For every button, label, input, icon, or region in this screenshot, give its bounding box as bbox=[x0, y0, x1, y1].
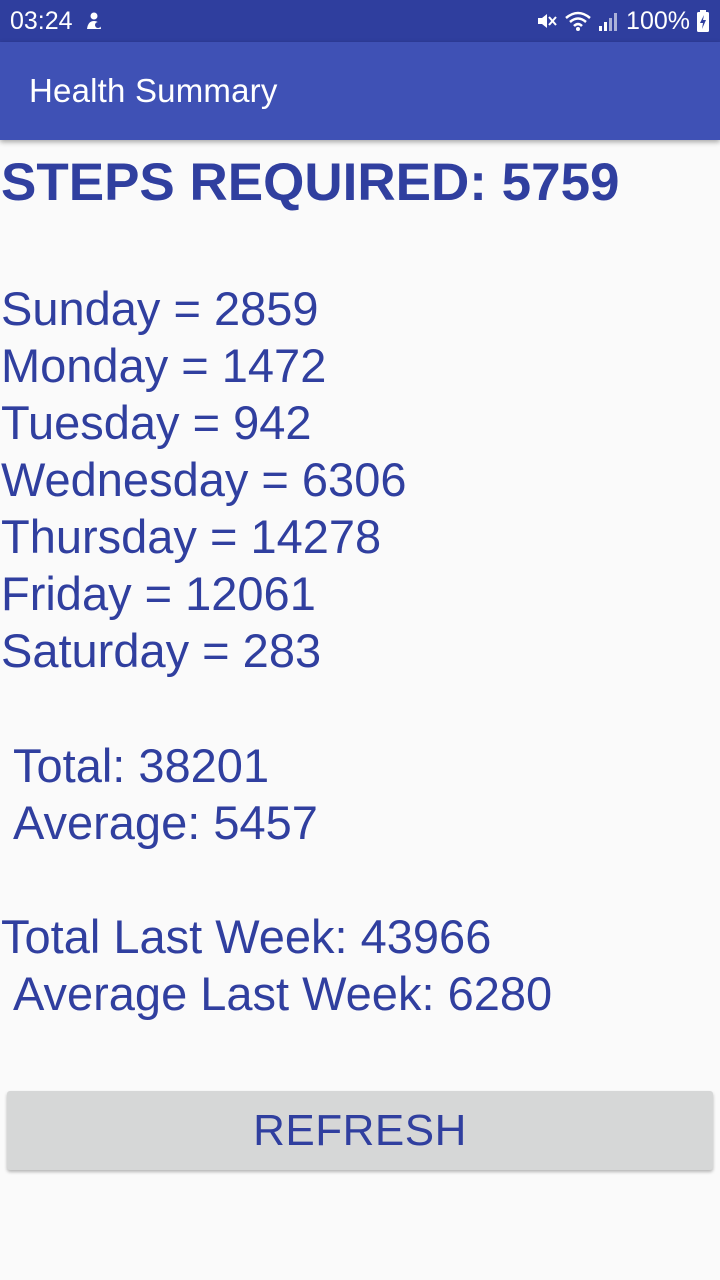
week-summary: Total: 38201 Average: 5457 bbox=[13, 737, 318, 851]
mute-icon bbox=[534, 9, 558, 33]
wifi-icon bbox=[564, 9, 592, 33]
day-steps-monday: Monday = 1472 bbox=[1, 339, 327, 392]
day-steps-friday: Friday = 12061 bbox=[1, 567, 316, 620]
day-steps-sunday: Sunday = 2859 bbox=[1, 282, 319, 335]
day-steps-saturday: Saturday = 283 bbox=[1, 624, 322, 677]
status-bar: 03:24 bbox=[0, 0, 720, 42]
average-last-week: Average Last Week: 6280 bbox=[13, 967, 553, 1020]
day-steps-thursday: Thursday = 14278 bbox=[1, 510, 382, 563]
day-steps-wednesday: Wednesday = 6306 bbox=[1, 453, 407, 506]
battery-charging-icon bbox=[696, 9, 710, 33]
total-steps: Total: 38201 bbox=[13, 739, 270, 792]
steps-required-heading: STEPS REQUIRED: 5759 bbox=[1, 153, 620, 212]
total-last-week: Total Last Week: 43966 bbox=[1, 910, 492, 963]
app-title: Health Summary bbox=[29, 72, 278, 109]
refresh-button[interactable]: REFRESH bbox=[7, 1091, 713, 1170]
daily-steps-list: Sunday = 2859 Monday = 1472 Tuesday = 94… bbox=[1, 280, 406, 679]
status-right: 100% bbox=[534, 7, 710, 36]
day-steps-tuesday: Tuesday = 942 bbox=[1, 396, 312, 449]
notification-icon bbox=[83, 10, 105, 32]
status-time: 03:24 bbox=[10, 6, 73, 35]
app-bar: Health Summary bbox=[0, 42, 720, 140]
health-summary-content: STEPS REQUIRED: 5759 Sunday = 2859 Monda… bbox=[0, 140, 720, 1280]
average-steps: Average: 5457 bbox=[13, 796, 318, 849]
signal-icon bbox=[598, 10, 620, 32]
status-left: 03:24 bbox=[10, 7, 105, 36]
battery-percent: 100% bbox=[626, 6, 690, 35]
